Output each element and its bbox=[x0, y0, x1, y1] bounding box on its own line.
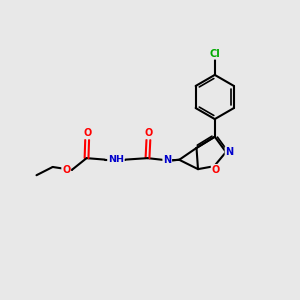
Text: O: O bbox=[144, 128, 152, 138]
Text: O: O bbox=[62, 165, 70, 175]
Text: NH: NH bbox=[108, 154, 124, 164]
Text: O: O bbox=[83, 128, 91, 138]
Text: N: N bbox=[163, 155, 171, 166]
Text: N: N bbox=[225, 147, 234, 157]
Text: Cl: Cl bbox=[209, 49, 220, 59]
Text: O: O bbox=[212, 165, 220, 175]
